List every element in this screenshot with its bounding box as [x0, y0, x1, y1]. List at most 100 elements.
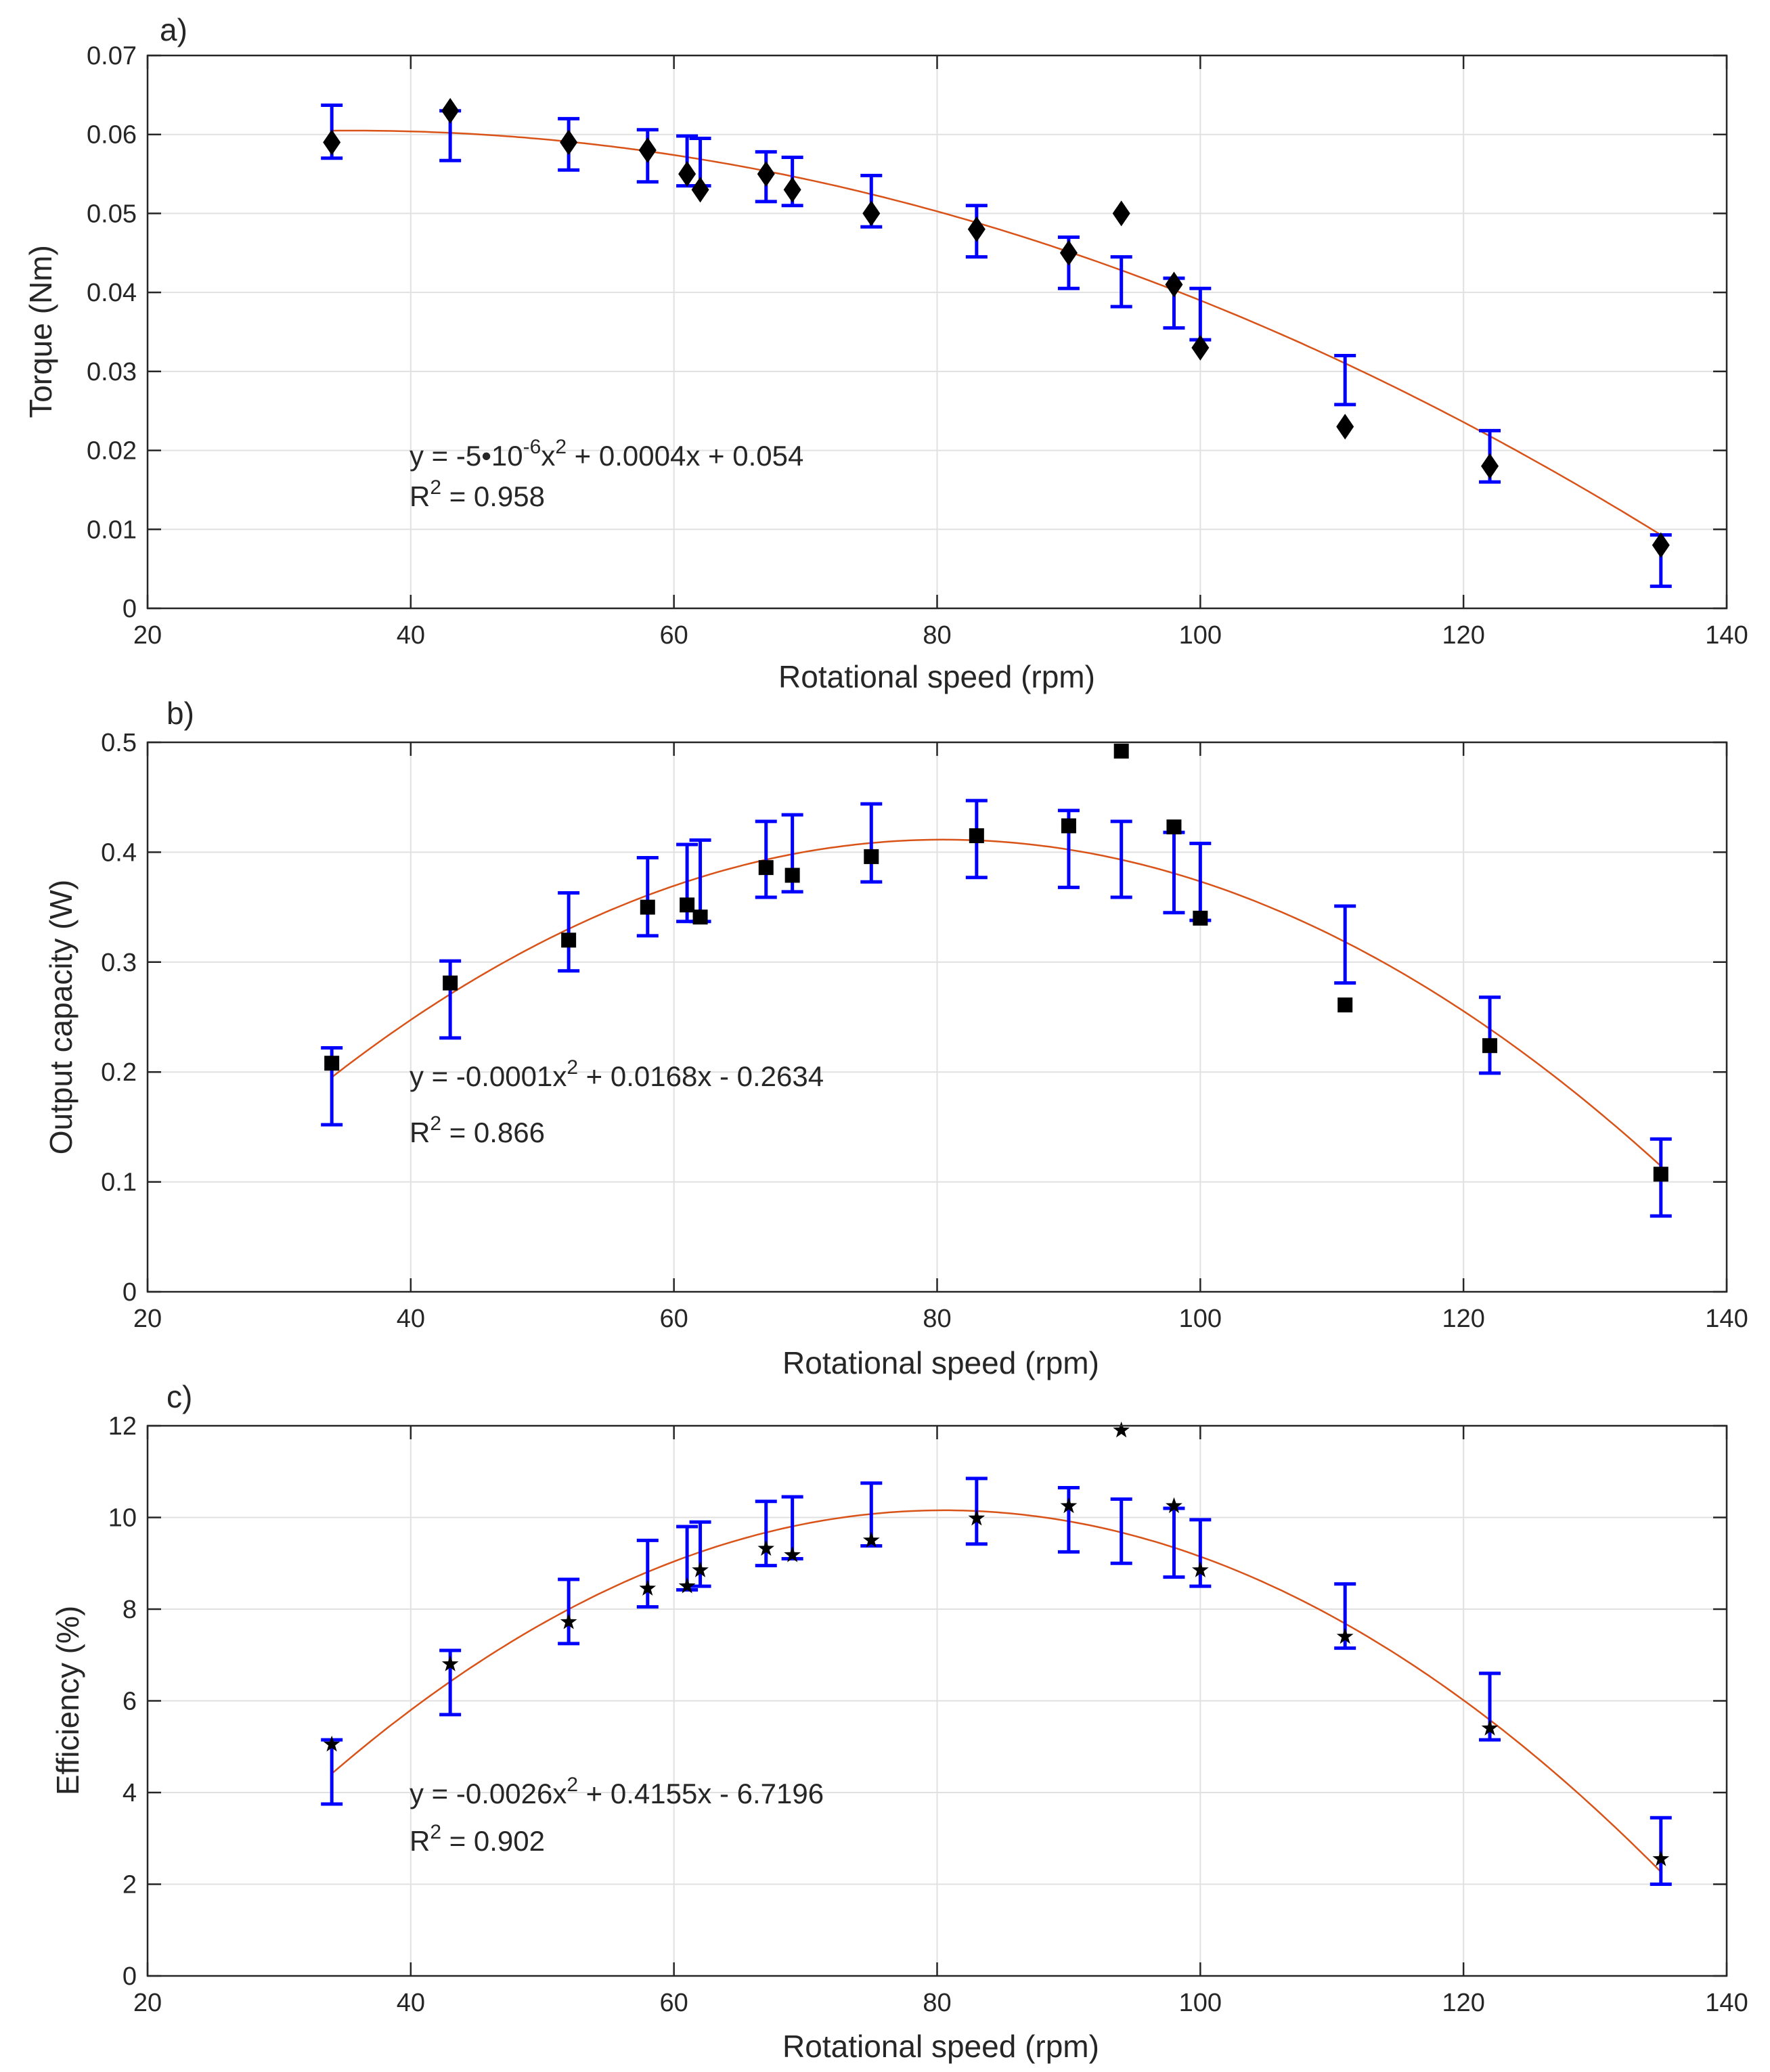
efficiency-data-point: [1166, 1497, 1182, 1514]
torque-y-tick-label: 0.04: [87, 279, 137, 307]
efficiency-error-bar: [321, 1738, 343, 1806]
output-capacity-y-tick-label: 0.2: [101, 1058, 137, 1087]
torque-x-tick-label: 100: [1179, 621, 1222, 650]
torque-y-tick-label: 0.03: [87, 358, 137, 386]
torque-fit-curve: [332, 129, 1662, 536]
efficiency-fit-equation: y = -0.0026x2 + 0.4155x - 6.7196: [410, 1774, 824, 1809]
output-capacity-data-point: [1653, 1167, 1668, 1182]
efficiency-y-tick-label: 0: [123, 1962, 137, 1991]
torque-error-bar: [1110, 255, 1132, 309]
efficiency-data-point: [1336, 1627, 1354, 1644]
output-capacity-data-point: [1061, 818, 1076, 834]
output-capacity-data-point: [969, 828, 984, 844]
efficiency-x-tick-label: 40: [397, 1989, 425, 2017]
efficiency-data-point: [862, 1531, 880, 1548]
output-capacity-r-squared: R2 = 0.866: [410, 1112, 545, 1148]
output-capacity-y-tick-label: 0.5: [101, 729, 137, 757]
efficiency-x-tick-label: 100: [1179, 1989, 1222, 2017]
torque-error-bar: [1334, 354, 1356, 407]
output-capacity-x-tick-label: 40: [397, 1305, 425, 1333]
torque-x-tick-label: 40: [397, 621, 425, 650]
torque-x-tick-label: 20: [133, 621, 162, 650]
output-capacity-data-point: [864, 849, 879, 864]
efficiency-data-point: [968, 1509, 986, 1526]
output-capacity-y-axis-label: Output capacity (W): [43, 880, 79, 1154]
efficiency-data-point: [1113, 1421, 1130, 1438]
efficiency-fit-curve: [331, 1509, 1662, 1873]
torque-data-point: [638, 137, 657, 164]
output-capacity-x-axis-label: Rotational speed (rpm): [782, 1345, 1099, 1380]
torque-y-tick-label: 0.06: [87, 121, 137, 150]
torque-data-point: [783, 177, 801, 203]
efficiency-y-tick-label: 12: [108, 1412, 137, 1441]
output-capacity-panel: 20 40 60 80 100 120 140 0 0.1 0.2 0.3 0.4 0.5 b) Rot…: [43, 696, 1748, 1380]
torque-y-tick-label: 0.05: [87, 200, 137, 228]
efficiency-error-bar: [558, 1577, 580, 1646]
output-capacity-error-bar: [1110, 819, 1132, 899]
torque-panel-label: a): [160, 12, 187, 47]
efficiency-data-point: [757, 1539, 775, 1556]
output-capacity-data-point: [1113, 743, 1129, 759]
efficiency-x-tick-label: 20: [133, 1989, 162, 2017]
torque-y-axis-label: Torque (Nm): [23, 245, 58, 418]
efficiency-data-point: [1192, 1561, 1209, 1577]
efficiency-data-point: [692, 1561, 709, 1577]
torque-data-point: [323, 129, 341, 156]
efficiency-y-tick-label: 2: [123, 1871, 137, 1899]
output-capacity-data-point: [561, 932, 577, 948]
efficiency-x-tick-label: 140: [1705, 1989, 1748, 2017]
torque-y-tick-label: 0.02: [87, 437, 137, 466]
torque-data-point: [691, 177, 709, 203]
output-capacity-data-point: [1337, 997, 1353, 1013]
efficiency-x-tick-label: 120: [1442, 1989, 1484, 2017]
output-capacity-x-tick-label: 120: [1442, 1305, 1484, 1333]
output-capacity-data-point: [1193, 910, 1208, 926]
torque-x-axis-label: Rotational speed (rpm): [778, 659, 1095, 694]
torque-data-point: [757, 161, 775, 187]
torque-y-tick-label: 0.07: [87, 42, 137, 70]
output-capacity-y-tick-label: 0.1: [101, 1169, 137, 1197]
efficiency-y-axis-label: Efficiency (%): [50, 1606, 85, 1795]
torque-data-point: [1652, 532, 1670, 558]
efficiency-data-point: [678, 1577, 696, 1594]
efficiency-error-bar: [1110, 1497, 1132, 1565]
efficiency-error-bar: [1189, 1518, 1212, 1588]
efficiency-data-point: [1481, 1719, 1499, 1736]
efficiency-x-tick-label: 80: [923, 1989, 951, 2017]
output-capacity-y-tick-label: 0: [123, 1278, 137, 1307]
torque-data-point: [560, 129, 578, 156]
torque-x-tick-label: 60: [660, 621, 688, 650]
efficiency-error-bar: [689, 1520, 711, 1588]
output-capacity-error-bar: [1189, 841, 1212, 922]
efficiency-error-bar: [1163, 1506, 1185, 1579]
torque-error-bar: [1189, 286, 1212, 342]
torque-data-point: [1481, 453, 1499, 479]
torque-y-tick-label: 0: [123, 595, 137, 623]
torque-data-point: [678, 161, 696, 187]
efficiency-error-bar: [755, 1500, 777, 1568]
torque-data-point: [1059, 240, 1078, 266]
output-capacity-data-point: [443, 975, 458, 991]
output-capacity-data-point: [758, 860, 774, 876]
output-capacity-data-point: [640, 899, 655, 915]
torque-data-point: [1191, 334, 1210, 361]
output-capacity-x-tick-label: 140: [1705, 1305, 1748, 1333]
efficiency-y-tick-label: 4: [123, 1779, 137, 1807]
output-capacity-x-tick-label: 60: [660, 1305, 688, 1333]
output-capacity-data-point: [1166, 819, 1182, 835]
torque-data-point: [967, 216, 986, 242]
efficiency-error-bar: [636, 1538, 659, 1609]
torque-x-tick-label: 80: [923, 621, 951, 650]
efficiency-data-point: [441, 1655, 459, 1671]
efficiency-data-point: [639, 1579, 657, 1596]
torque-data-point: [862, 200, 881, 227]
output-capacity-fit-curve: [331, 838, 1662, 1167]
efficiency-x-axis-label: Rotational speed (rpm): [782, 2029, 1099, 2064]
output-capacity-data-point: [692, 909, 708, 925]
torque-data-point: [441, 97, 460, 124]
efficiency-data-point: [560, 1613, 577, 1629]
output-capacity-x-tick-label: 20: [133, 1305, 162, 1333]
output-capacity-x-tick-label: 80: [923, 1305, 951, 1333]
output-capacity-error-bar: [860, 802, 883, 884]
